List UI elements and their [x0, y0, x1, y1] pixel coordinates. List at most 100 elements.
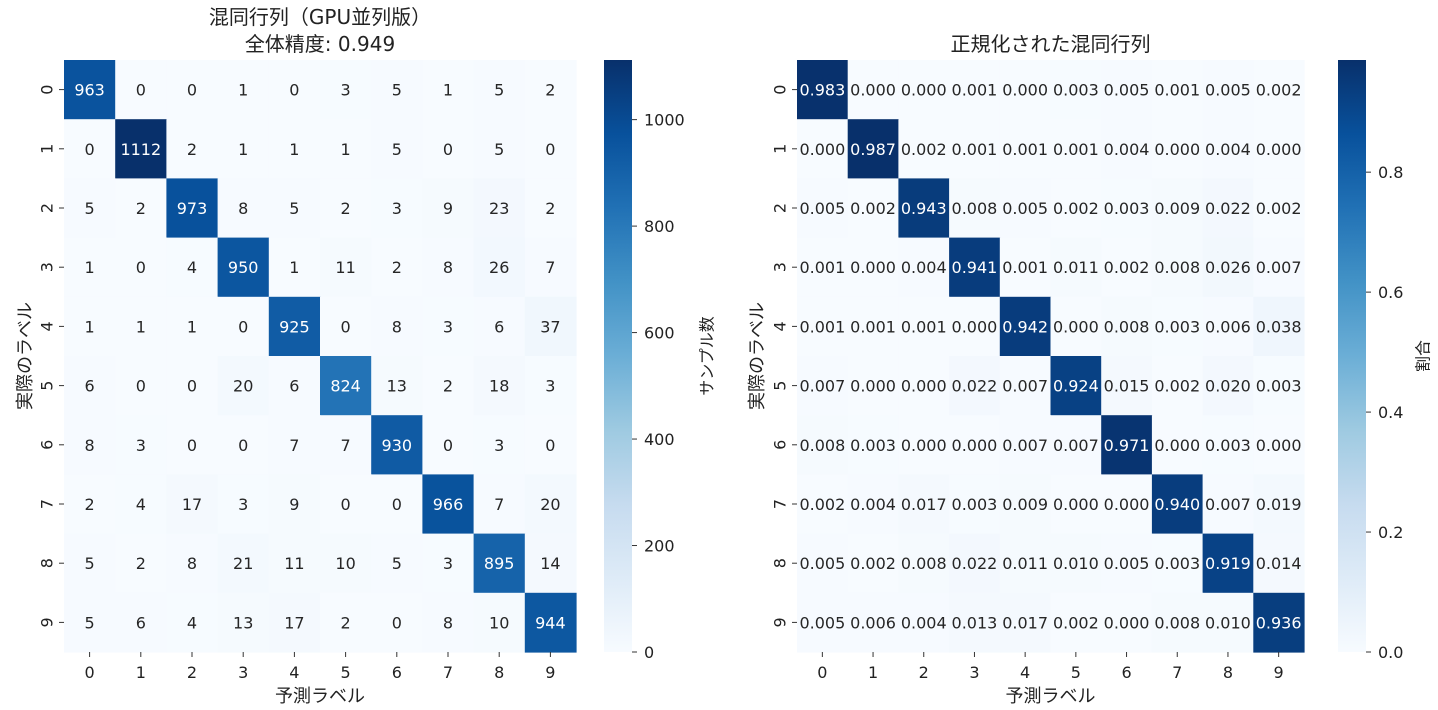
heatmap-cell [949, 178, 1001, 239]
y-tick-label: 7 [771, 499, 790, 509]
cell-value-label: 0.000 [1104, 613, 1150, 632]
cell-value-label: 0.005 [799, 554, 845, 573]
cell-value-label: 0.000 [901, 81, 947, 100]
chart-title: 正規化された混同行列 [951, 32, 1151, 56]
cell-value-label: 5 [392, 140, 402, 159]
heatmap-cell [1050, 415, 1102, 475]
cell-value-label: 0.936 [1256, 613, 1302, 632]
heatmap-cell [320, 296, 372, 357]
heatmap-cell [371, 474, 423, 535]
cell-value-label: 3 [443, 554, 453, 573]
cell-value-label: 0.005 [799, 199, 845, 218]
heatmap-cell [1151, 533, 1204, 594]
cell-value-label: 973 [177, 199, 208, 218]
heatmap-cell [847, 415, 899, 475]
cell-value-label: 0.009 [1002, 495, 1048, 514]
cell-value-label: 0.005 [1002, 199, 1048, 218]
heatmap-cell [1101, 119, 1153, 179]
heatmap-cell [1050, 474, 1102, 535]
heatmap-cell [797, 178, 849, 239]
heatmap-cell [949, 592, 1001, 653]
cell-value-label: 0.002 [799, 495, 845, 514]
y-tick-label: 2 [771, 203, 790, 213]
chart-title: 混同行列（GPU並列版） [209, 5, 431, 29]
cell-value-label: 3 [238, 495, 248, 514]
cell-value-label: 0.003 [1205, 436, 1251, 455]
heatmap-cell [999, 296, 1052, 357]
heatmap-cell [320, 592, 372, 653]
heatmap-cell [115, 60, 167, 120]
cell-value-label: 8 [85, 436, 95, 455]
heatmap-cell [999, 356, 1052, 416]
heatmap-cell [320, 237, 372, 298]
heatmap-cell [1253, 237, 1305, 298]
cell-value-label: 2 [443, 377, 453, 396]
cell-value-label: 1 [238, 81, 248, 100]
heatmap-cell [1253, 474, 1305, 535]
cell-value-label: 37 [540, 317, 560, 336]
cell-value-label: 0.007 [799, 377, 845, 396]
heatmap-cell [847, 60, 899, 120]
heatmap-cell [473, 356, 526, 416]
heatmap-cell [999, 533, 1052, 594]
heatmap-cell [473, 592, 526, 653]
cell-value-label: 0 [545, 436, 555, 455]
heatmap-cell [268, 119, 321, 179]
colorbar-tick-label: 0.2 [1378, 523, 1403, 542]
cell-value-label: 0.000 [901, 436, 947, 455]
y-tick-label: 9 [771, 617, 790, 627]
cell-value-label: 8 [443, 258, 453, 277]
heatmap-cell [999, 237, 1052, 298]
cell-value-label: 0.001 [850, 317, 896, 336]
cell-value-label: 0 [545, 140, 555, 159]
x-tick-label: 1 [136, 663, 146, 682]
heatmap-cell [1202, 60, 1254, 120]
heatmap-cell [898, 296, 950, 357]
heatmap-cell [524, 178, 577, 239]
cell-value-label: 5 [392, 81, 402, 100]
heatmap-cell [422, 119, 475, 179]
heatmap-cell [115, 533, 167, 594]
colorbar-label: 割合 [1414, 340, 1433, 372]
heatmap-cell [999, 592, 1052, 653]
heatmap-cell [1101, 296, 1153, 357]
heatmap-cell [268, 592, 321, 653]
heatmap-cell [64, 119, 116, 179]
heatmap-cell [64, 533, 116, 594]
heatmap-cell [847, 533, 899, 594]
cell-value-label: 0 [341, 495, 351, 514]
heatmap-cell [524, 296, 577, 357]
cell-value-label: 6 [85, 377, 95, 396]
heatmap-cell [473, 415, 526, 475]
cell-value-label: 0.019 [1256, 495, 1302, 514]
cell-value-label: 0.941 [952, 258, 998, 277]
cell-value-label: 3 [341, 81, 351, 100]
cell-value-label: 0.013 [952, 613, 998, 632]
cell-value-label: 21 [233, 554, 253, 573]
heatmap-cell [797, 415, 849, 475]
cell-value-label: 2 [545, 81, 555, 100]
cell-value-label: 0.004 [901, 258, 947, 277]
cell-value-label: 0.000 [1154, 436, 1200, 455]
heatmap-cell [1151, 356, 1204, 416]
heatmap-cell [524, 415, 577, 475]
cell-value-label: 0.924 [1053, 377, 1099, 396]
heatmap-cell [1202, 178, 1254, 239]
x-tick-label: 9 [1274, 663, 1284, 682]
heatmap-cell [1151, 474, 1204, 535]
cell-value-label: 0.919 [1205, 554, 1251, 573]
heatmap-cell [1202, 356, 1254, 416]
heatmap-cell [371, 356, 423, 416]
cell-value-label: 0.005 [1205, 81, 1251, 100]
cell-value-label: 5 [85, 613, 95, 632]
cell-value-label: 0.022 [952, 554, 998, 573]
heatmap-cell [1253, 415, 1305, 475]
heatmap-cell [524, 592, 577, 653]
colorbar-tick-label: 0.4 [1378, 403, 1403, 422]
heatmap-cell [115, 592, 167, 653]
cell-value-label: 0.004 [850, 495, 896, 514]
heatmap-cell [371, 415, 423, 475]
heatmap-cell [217, 533, 270, 594]
heatmap-cell [217, 178, 270, 239]
